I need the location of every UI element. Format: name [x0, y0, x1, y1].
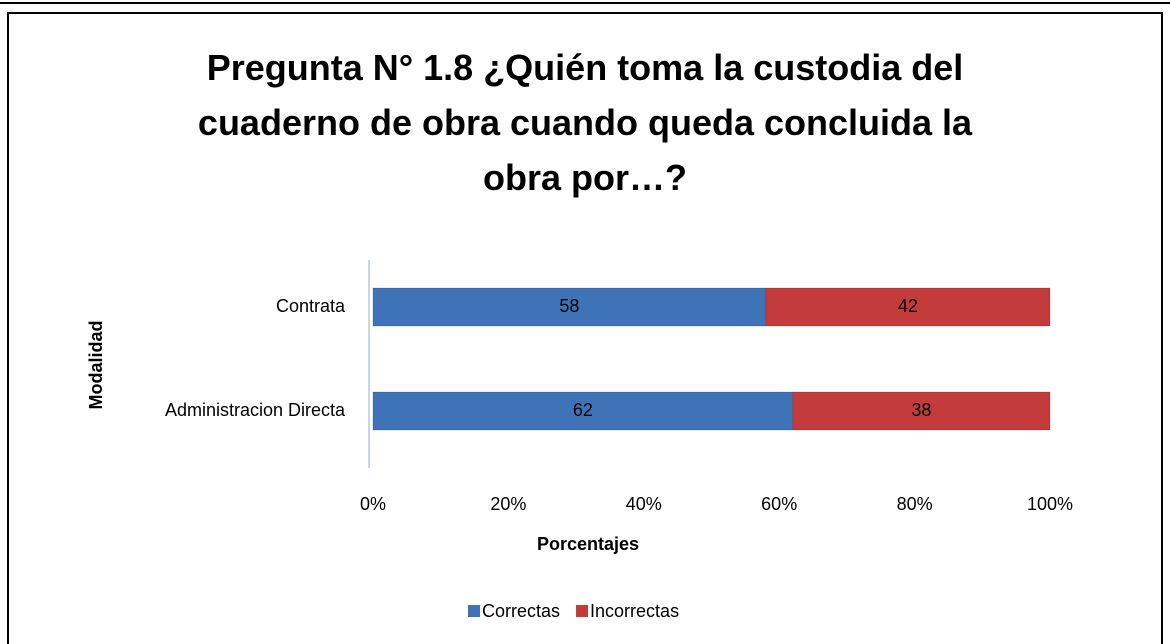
x-axis-title: Porcentajes — [537, 534, 639, 554]
x-tick-label: 0% — [360, 494, 386, 514]
bar-segment — [372, 287, 767, 327]
legend-swatch — [576, 605, 589, 617]
bar-segment — [792, 391, 1051, 431]
data-label: 38 — [911, 400, 931, 420]
y-tick-label: Administracion Directa — [165, 400, 346, 420]
y-tick-label: Contrata — [276, 296, 346, 316]
data-label: 58 — [559, 296, 579, 316]
x-tick-label: 80% — [897, 494, 933, 514]
bar-segment — [765, 287, 1051, 327]
x-tick-label: 60% — [761, 494, 797, 514]
x-tick-label: 40% — [626, 494, 662, 514]
x-tick-label: 100% — [1027, 494, 1073, 514]
bar-segment — [372, 391, 794, 431]
legend-swatch — [468, 605, 480, 617]
legend-label: Correctas — [482, 601, 560, 621]
legend-label: Incorrectas — [590, 601, 679, 621]
data-label: 42 — [898, 296, 918, 316]
y-axis-title: Modalidad — [86, 321, 106, 410]
x-tick-label: 20% — [490, 494, 526, 514]
chart-border — [7, 12, 1163, 644]
data-label: 62 — [573, 400, 593, 420]
chart-title: Pregunta N° 1.8 ¿Quién toma la custodia … — [197, 47, 973, 198]
